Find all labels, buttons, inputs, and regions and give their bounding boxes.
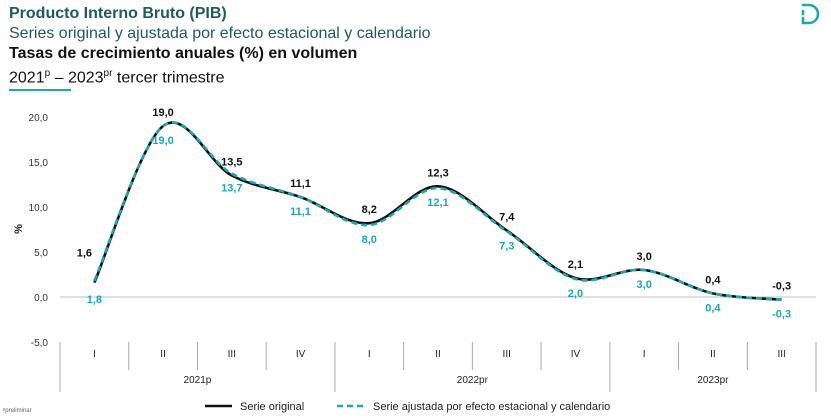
data-label-adjusted: 19,0 xyxy=(152,135,173,147)
data-label-adjusted: 0,4 xyxy=(705,302,721,314)
data-label-adjusted: -0,3 xyxy=(772,309,791,321)
x-tick-label: I xyxy=(368,349,371,360)
period-label: 2021p – 2023pr tercer trimestre xyxy=(9,64,431,88)
y-axis-label: % xyxy=(13,224,25,234)
x-tick-label: II xyxy=(710,349,716,360)
period-start: 2021 xyxy=(9,69,45,87)
data-label-original: 12,3 xyxy=(427,167,448,179)
y-tick-label: 10,0 xyxy=(29,203,49,214)
x-tick-label: II xyxy=(160,349,166,360)
data-label-original: 19,0 xyxy=(152,107,173,119)
data-label-original: 7,4 xyxy=(499,211,515,223)
x-tick-label: II xyxy=(435,349,441,360)
data-label-original: 3,0 xyxy=(637,251,652,263)
x-tick-label: IV xyxy=(571,349,581,360)
period-tail: tercer trimestre xyxy=(112,69,225,87)
data-label-original: 8,2 xyxy=(362,204,377,216)
data-label-adjusted: 7,3 xyxy=(499,240,514,252)
page-title: Producto Interno Bruto (PIB) xyxy=(9,5,227,22)
header: Producto Interno Bruto (PIB) Series orig… xyxy=(9,3,431,88)
y-tick-label: 5,0 xyxy=(34,248,48,259)
data-label-original: 2,1 xyxy=(568,259,583,271)
group-label: 2022pr xyxy=(457,375,489,386)
data-label-adjusted: 11,1 xyxy=(290,206,311,218)
chart-title: Tasas de crecimiento anuales (%) en volu… xyxy=(9,45,358,62)
period-start-sup: p xyxy=(44,68,51,79)
data-label-adjusted: 1,8 xyxy=(87,294,102,306)
y-tick-label: 15,0 xyxy=(29,158,49,169)
dane-logo-icon xyxy=(801,3,820,25)
legend: Serie original Serie ajustada por efecto … xyxy=(205,401,610,413)
data-label-adjusted: 8,0 xyxy=(362,234,377,246)
data-label-layer: 1,6 19,0 13,5 11,1 8,2 12,3 7,4 2,1 3,0 0,4 -0,3 1,… xyxy=(77,107,791,321)
data-label-original: -0,3 xyxy=(772,281,791,293)
x-tick-label: III xyxy=(228,349,236,360)
data-label-original: 11,1 xyxy=(290,178,311,190)
x-tick-label: III xyxy=(777,349,785,360)
y-tick-label: 20,0 xyxy=(29,113,49,124)
footnote: ᵖpreliminar xyxy=(3,408,32,414)
series-line-adjusted xyxy=(93,121,782,301)
group-label: 2021p xyxy=(184,375,212,386)
legend-label-adjusted: Serie ajustada por efecto estacional y c… xyxy=(373,401,610,413)
y-tick-label: -5,0 xyxy=(31,338,49,349)
axis-layer: 20,015,010,05,00,0-5,0%I II III IV I II III IV I… xyxy=(13,113,817,392)
legend-label-original: Serie original xyxy=(240,401,304,413)
series-layer xyxy=(93,121,782,301)
data-label-adjusted: 2,0 xyxy=(568,288,583,300)
series-line-original xyxy=(93,121,782,301)
group-label: 2023pr xyxy=(697,375,729,386)
y-tick-label: 0,0 xyxy=(34,293,48,304)
data-label-original: 13,5 xyxy=(221,157,242,169)
x-tick-label: IV xyxy=(296,349,306,360)
period-end-sup: pr xyxy=(103,68,113,79)
data-label-adjusted: 13,7 xyxy=(221,183,242,195)
x-tick-label: I xyxy=(643,349,646,360)
period-end: – 2023 xyxy=(50,69,104,87)
page-subtitle: Series original y ajustada por efecto es… xyxy=(9,25,431,42)
data-label-adjusted: 12,1 xyxy=(427,197,448,209)
data-label-original: 1,6 xyxy=(77,248,92,260)
data-label-adjusted: 3,0 xyxy=(637,279,652,291)
x-tick-label: I xyxy=(93,349,96,360)
title-accent-bar xyxy=(9,89,71,91)
data-label-original: 0,4 xyxy=(705,274,721,286)
x-tick-label: III xyxy=(503,349,511,360)
